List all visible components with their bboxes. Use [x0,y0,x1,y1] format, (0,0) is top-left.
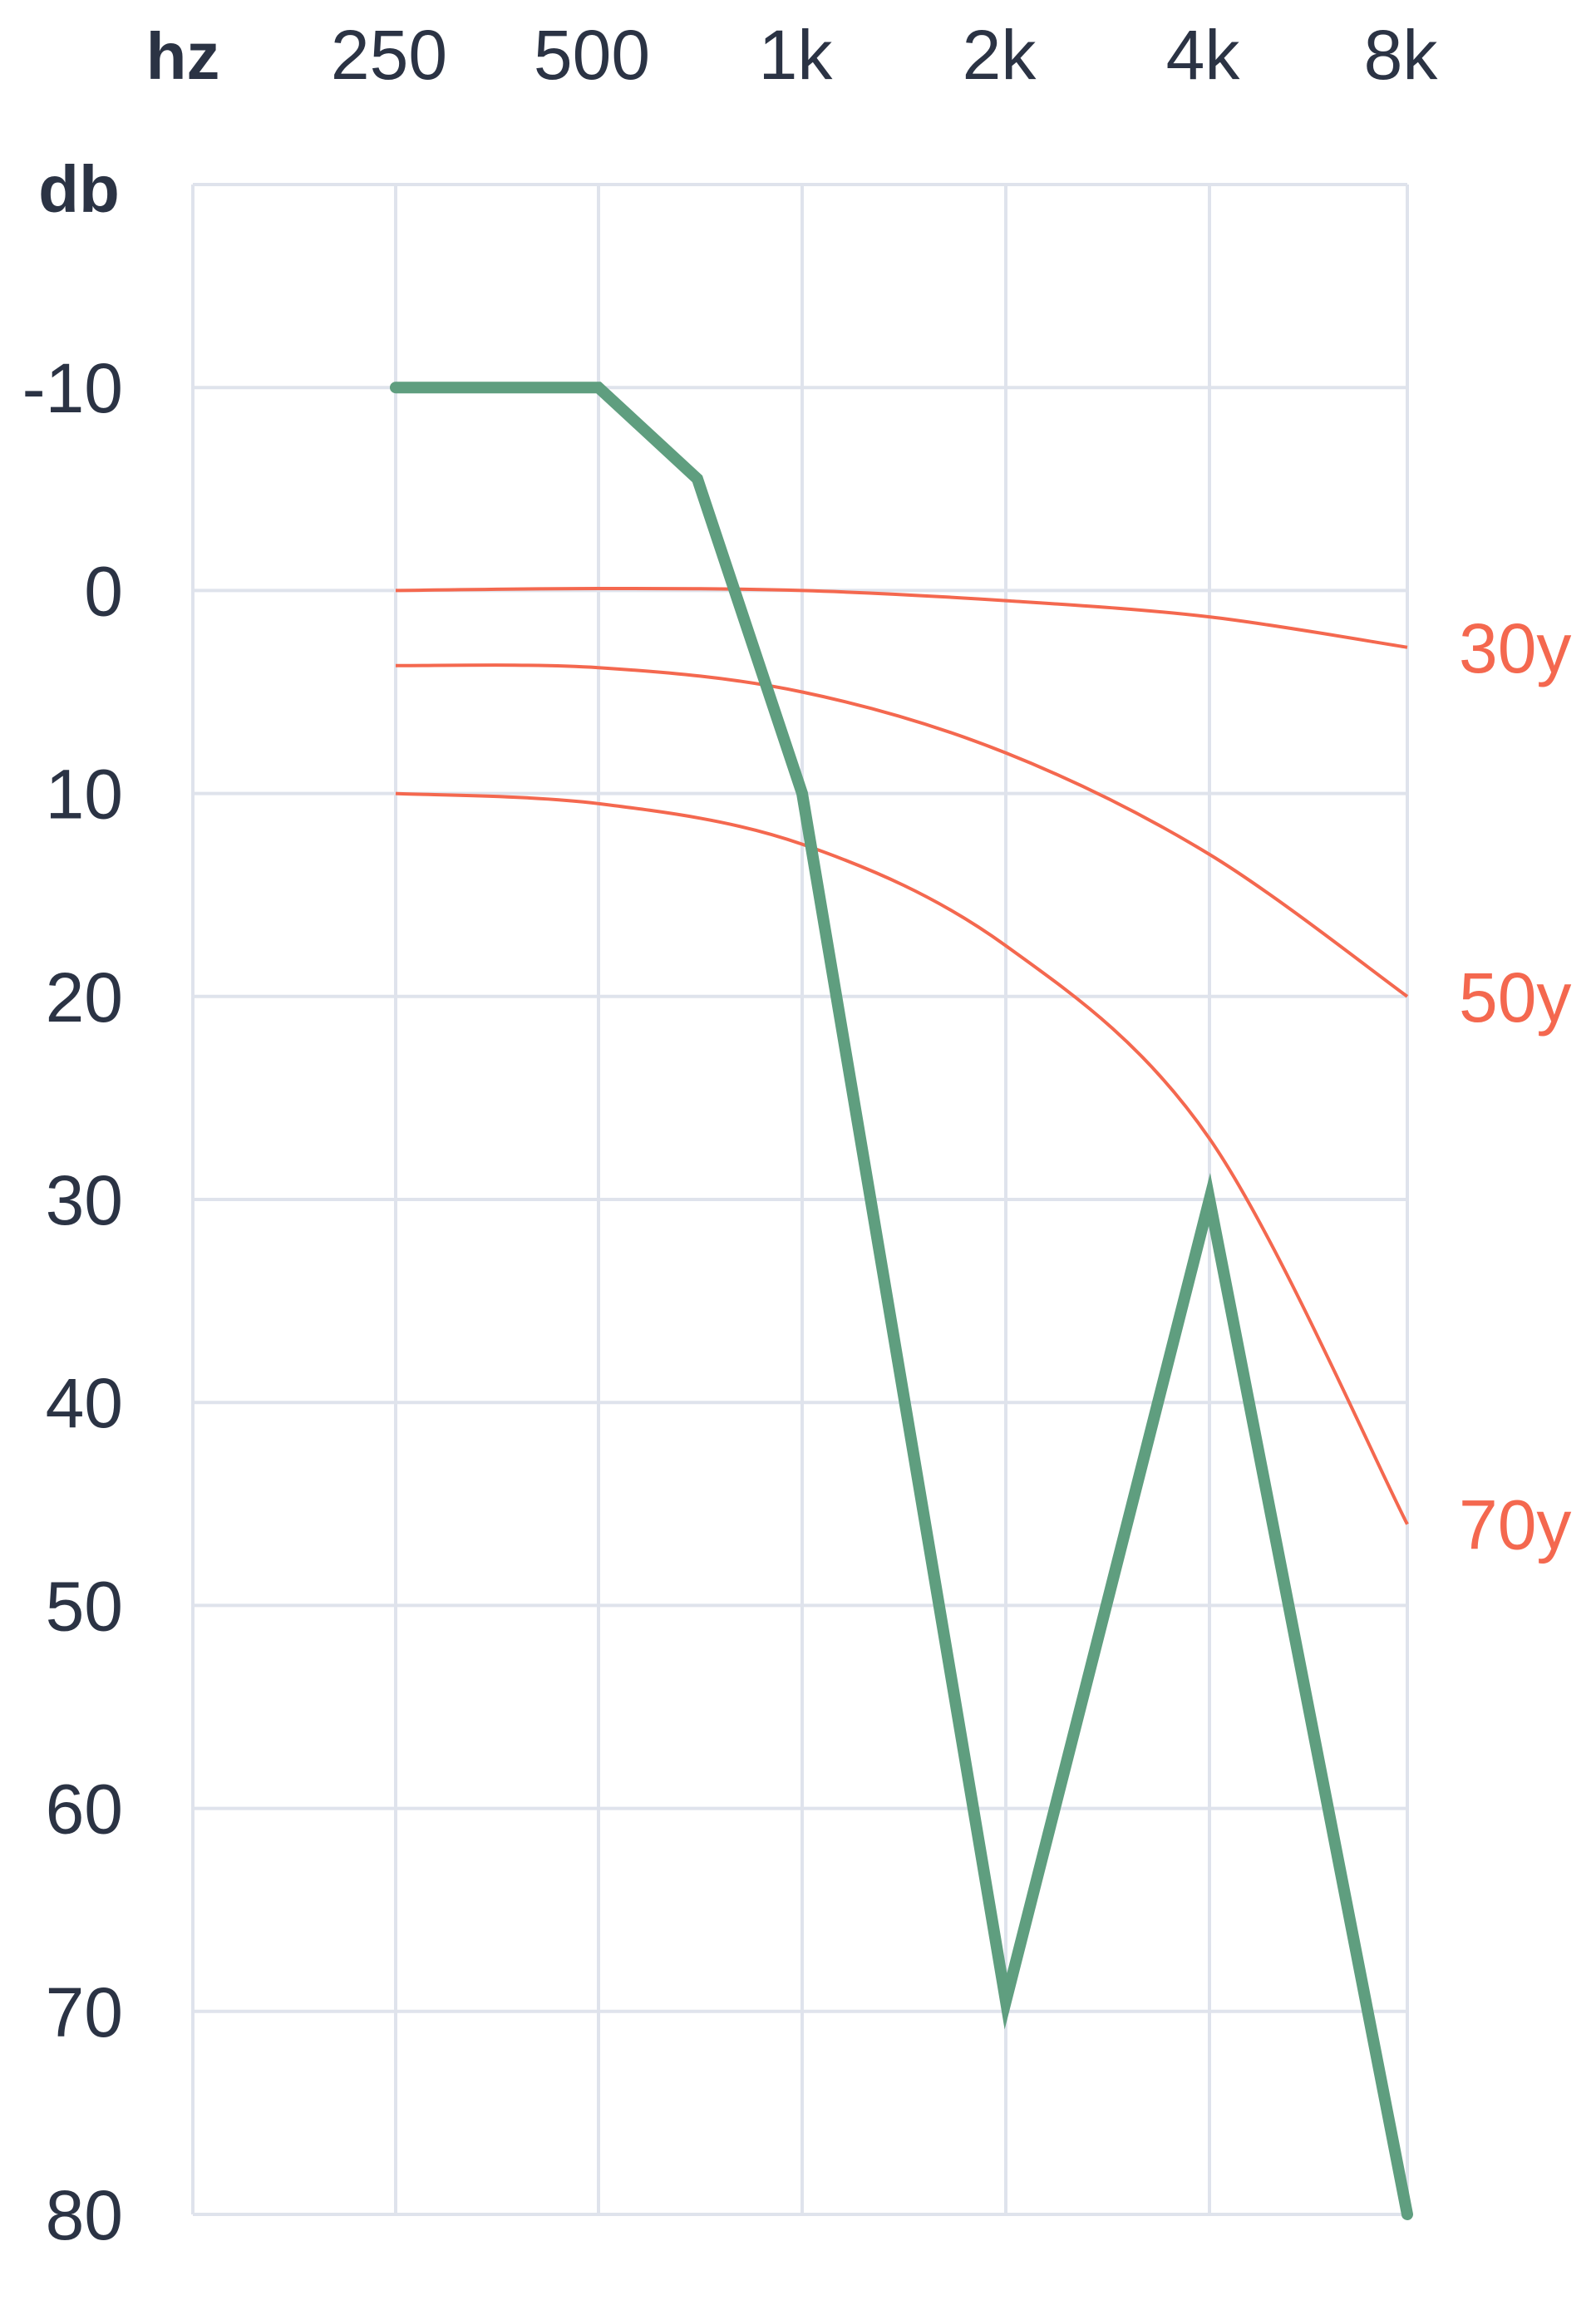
reference-curve-30y [395,586,1408,649]
y-tick-label: 50 [46,1567,123,1645]
x-tick-label: 2k [963,16,1037,94]
x-tick-label: 8k [1364,16,1439,94]
reference-label-70y: 70y [1459,1486,1571,1564]
y-tick-label: 20 [46,958,123,1037]
y-tick-label: 0 [84,552,123,630]
reference-label-50y: 50y [1459,958,1571,1037]
x-tick-label: 1k [759,16,834,94]
y-tick-label: 40 [46,1364,123,1442]
measured-hearing-curve [390,382,1413,2220]
y-tick-label: 80 [46,2176,123,2254]
y-tick-label: 60 [46,1771,123,1849]
y-tick-label: 70 [46,1973,123,2051]
x-axis-unit-label: hz [146,19,220,93]
reference-curve-50y [395,663,1409,998]
y-tick-label: 30 [46,1161,123,1239]
x-tick-label: 500 [534,16,650,94]
y-tick-label: -10 [22,349,123,427]
chart-grid [191,183,1409,2216]
measured-line [390,382,1413,2220]
axis-labels: hz db 250 500 1k 2k 4k 8k -10 0 10 20 30 40 50 60 70 80 [22,16,1439,2254]
age-reference-curves: 30y 50y 70y [395,586,1571,1564]
reference-curve-70y [395,791,1409,1525]
x-tick-label: 250 [331,16,447,94]
x-tick-label: 4k [1166,16,1241,94]
reference-label-30y: 30y [1459,609,1571,687]
y-tick-label: 10 [46,756,123,834]
y-axis-unit-label: db [38,152,120,226]
